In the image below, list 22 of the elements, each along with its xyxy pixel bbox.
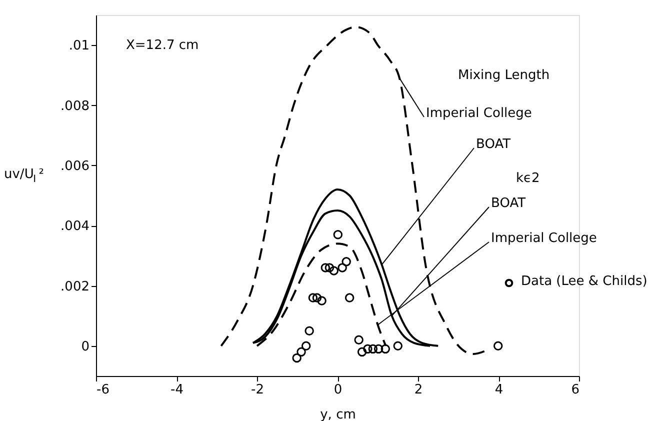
- x-tick-label: -4: [170, 382, 184, 398]
- y-tick-label: .01: [68, 38, 90, 54]
- series-label: Imperial College: [426, 106, 532, 121]
- text: Imperial College: [491, 231, 597, 246]
- x-tick-label: -6: [96, 382, 110, 398]
- x-tick-label: 0: [334, 382, 342, 398]
- text: BOAT: [491, 196, 526, 211]
- x-tick-label: 2: [414, 382, 423, 398]
- x-tick-label: 6: [571, 382, 580, 398]
- y-tick-label: .002: [60, 279, 90, 294]
- y-tick-label: .008: [60, 98, 90, 114]
- y-tick-label: .004: [60, 219, 90, 234]
- x-tick-label: -2: [251, 382, 264, 398]
- annotation: X=12.7 cm: [126, 38, 199, 53]
- legend-label: Data (Lee & Childs): [521, 274, 648, 289]
- x-tick-label: 4: [494, 382, 504, 398]
- annotation: Mixing Length: [458, 68, 550, 83]
- y-tick-label: .006: [60, 158, 90, 174]
- annotation: kϵ2: [516, 171, 540, 186]
- text: BOAT: [476, 137, 511, 152]
- y-tick-label: 0: [81, 339, 90, 354]
- x-axis-title: y, cm: [320, 408, 356, 421]
